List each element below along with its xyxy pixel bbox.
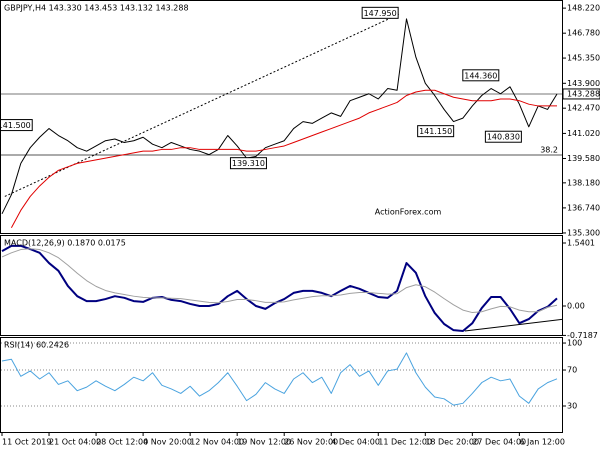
y-tick-label: 0.00 [567, 302, 585, 311]
series-line [1, 248, 558, 314]
y-tick-label: 148.220 [567, 4, 600, 13]
annotation-label: 139.310 [232, 159, 265, 168]
series-line [1, 352, 558, 406]
x-tick-label: 26 Nov 20:00 [284, 438, 338, 447]
y-tick-label: 138.180 [567, 178, 600, 187]
x-tick-label: 27 Dec 04:00 [472, 438, 526, 447]
x-tick-label: 21 Oct 04:00 [49, 438, 101, 447]
x-tick-label: 18 Dec 20:00 [425, 438, 479, 447]
annotation-label: 140.830 [487, 133, 520, 142]
x-tick-label: 19 Nov 12:00 [237, 438, 291, 447]
annotation-box [484, 130, 522, 143]
y-tick-label: 141.020 [567, 129, 600, 138]
panel-title: RSI(14) 60.2426 [4, 341, 69, 350]
annotation-label: 147.950 [364, 9, 397, 18]
series-line [1, 18, 558, 215]
current-price-box [562, 88, 600, 100]
annotation-label: 141.150 [419, 127, 452, 136]
level-label: 38.2 [540, 145, 558, 154]
y-tick-label: 135.300 [567, 228, 600, 237]
x-tick-label: 4 Dec 04:00 [331, 438, 380, 447]
annotation: 141.500 [0, 119, 33, 132]
annotation-box [361, 6, 399, 19]
annotation-label: 144.360 [464, 71, 497, 80]
annotation-box [462, 69, 500, 82]
y-tick-label: 142.470 [567, 104, 600, 113]
annotation-box [1, 119, 33, 132]
x-tick-label: 6 Jan 12:00 [519, 438, 565, 447]
panel-title: GBPJPY,H4 143.330 143.453 143.132 143.28… [4, 4, 189, 13]
price-panel-frame [0, 0, 563, 234]
series-line [1, 244, 558, 332]
x-tick-label: 12 Nov 04:00 [190, 438, 244, 447]
x-tick-label: 11 Dec 12:00 [378, 438, 432, 447]
macd-panel-frame [0, 235, 563, 336]
trend-line [464, 318, 562, 332]
x-tick-label: 4 Nov 20:00 [143, 438, 192, 447]
annotation-box [417, 125, 455, 138]
y-tick-label: 145.350 [567, 54, 600, 63]
y-tick-label: 136.740 [567, 203, 600, 212]
annotation: 147.950 [361, 6, 399, 19]
rsi-panel-frame [0, 337, 563, 433]
annotation-box [229, 157, 267, 170]
y-tick-label: 1.5401 [567, 238, 595, 247]
annotation-label: 141.500 [0, 121, 31, 130]
y-tick-label: 146.780 [567, 29, 600, 38]
annotation: 139.310 [229, 157, 267, 170]
watermark: ActionForex.com [375, 208, 442, 217]
annotation: 140.830 [484, 130, 522, 143]
y-tick-label: 143.900 [567, 79, 600, 88]
y-tick-label: -0.7187 [567, 331, 598, 340]
current-price-label: 143.288 [567, 89, 600, 98]
series-line [10, 89, 557, 228]
panel-title: MACD(12,26,9) 0.1870 0.0175 [4, 239, 126, 248]
annotation: 144.360 [462, 69, 500, 82]
y-tick-label: 100 [567, 339, 582, 348]
y-tick-label: 139.580 [567, 154, 600, 163]
y-tick-label: 30 [567, 402, 577, 411]
x-tick-label: 28 Oct 12:00 [96, 438, 148, 447]
x-tick-label: 11 Oct 2019 [2, 438, 51, 447]
annotation: 141.150 [417, 125, 455, 138]
y-tick-label: 70 [567, 366, 577, 375]
